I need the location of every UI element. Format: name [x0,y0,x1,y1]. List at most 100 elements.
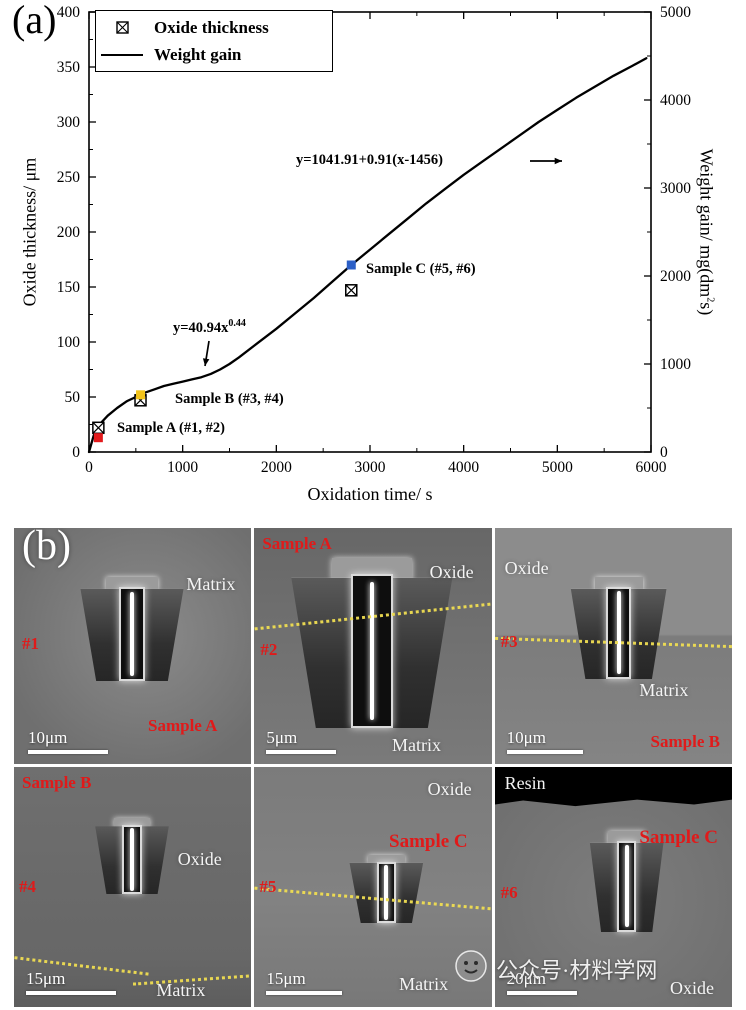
y-left-tick-label: 0 [72,444,80,461]
line-marker-icon [101,53,143,56]
fib-cross-section [92,817,172,894]
scale-bar-line [28,750,108,754]
scale-text: 20μm [506,969,546,988]
weight-gain-point [346,260,356,270]
sample-label: Sample C [639,827,718,848]
watermark: 公众号·材料学网 [455,950,657,988]
y-left-tick-label: 250 [57,169,81,186]
scale-text: 5μm [266,728,298,747]
annotation-sample-a: Sample A (#1, #2) [117,420,225,436]
fib-slot [122,824,142,894]
y-right-base: Weight gain/ mg(dm [696,148,717,298]
micrograph-tile-3: Oxide #3 Matrix Sample B 10μm [494,528,732,764]
fib-cross-section [76,577,188,681]
fib-slot [617,840,637,932]
annotation-sample-b: Sample B (#3, #4) [175,391,284,407]
matrix-label: Matrix [391,735,441,755]
fib-cross-section [346,855,426,923]
oxide-label: Oxide [504,558,549,578]
fib-slot [350,574,393,728]
fib-slot [118,586,146,681]
oxide-label: Oxide [669,978,714,998]
y-left-tick-label: 300 [57,114,81,131]
scale-bar-line [266,991,343,995]
y-right-tick-label: 1000 [660,356,691,373]
fib-cross-section [587,831,667,932]
scale-bar-line [26,991,116,995]
sample-label: Sample C [389,831,468,852]
x-tick-label: 4000 [448,459,479,476]
y-right-tick-label: 2000 [660,268,691,285]
legend-row-oxide-thickness: Oxide thickness [101,18,332,38]
weight-gain-point [93,433,103,443]
x-tick-label: 1000 [167,459,198,476]
legend-label-oxide-thickness: Oxide thickness [154,17,269,37]
weight-gain-curve [87,57,648,454]
oxide-label: Oxide [429,562,474,582]
panel-a-chart: 0 1000 2000 3000 4000 5000 6000 0 50 100 150 200 250… [12,0,717,504]
matrix-label: Matrix [156,980,206,1000]
sample-label: Sample A [262,534,332,553]
y-right-tick-label: 4000 [660,92,691,109]
plot-frame [88,11,652,453]
panel-a-label: (a) [12,0,57,42]
y-axis-label-right: Weight gain/ mg(dm2s) [696,149,717,316]
tile-id: #2 [260,640,278,659]
matrix-label: Matrix [186,574,236,594]
fib-cross-section [284,558,459,728]
weight-gain-point [136,390,146,400]
scale-bar: 10μm [506,728,583,754]
scale-bar: 15μm [26,970,116,995]
legend-label-weight-gain: Weight gain [154,44,242,64]
chart-legend: Oxide thickness Weight gain [95,10,333,72]
resin-label: Resin [504,773,546,793]
fib-cap [113,817,151,828]
scale-bar: 5μm [266,728,337,754]
micrograph-tile-5: Oxide Sample C #5 Matrix 15μm [254,767,492,1007]
tile-id: #5 [259,877,277,896]
watermark-text: 公众号·材料学网 [496,958,658,983]
tile-id: #1 [22,634,39,653]
tile-id: #3 [500,632,518,651]
fib-slot [606,586,632,679]
y-left-tick-label: 400 [57,4,81,21]
annotation-power-fit: y=40.94x0.44 [173,318,246,337]
y-left-tick-label: 100 [57,334,81,351]
y-left-tick-label: 50 [65,389,81,406]
fib-cross-section [567,577,671,679]
scale-bar-line [266,750,337,754]
resin-region [494,767,732,807]
annotation-sample-c: Sample C (#5, #6) [366,261,476,277]
tile-id: #6 [500,883,518,902]
x-tick-label: 2000 [261,459,292,476]
x-tick-label: 0 [85,459,93,476]
y-right-tail: s) [696,302,717,316]
y-right-tick-label: 5000 [660,4,691,21]
scale-text: 15μm [26,969,66,988]
annotation-linear-fit: y=1041.91+0.91(x-1456) [296,152,444,168]
crossed-square-marker-icon [101,20,143,35]
x-tick-label: 6000 [636,459,667,476]
y-left-tick-label: 350 [57,59,81,76]
scale-bar: 15μm [266,969,343,995]
y-axis-label-left: Oxide thickness/ μm [19,157,40,307]
sample-label: Sample B [22,773,92,792]
scale-text: 15μm [266,969,306,988]
matrix-label: Matrix [639,680,689,700]
fib-cap [367,855,405,865]
scale-bar-line [506,991,577,995]
panel-b-label: (b) [22,528,71,569]
power-fit-base: y=40.94x [173,319,229,336]
y-left-tick-label: 150 [57,279,81,296]
matrix-label: Matrix [399,974,449,994]
x-axis-label: Oxidation time/ s [307,484,433,504]
scale-text: 10μm [506,728,546,747]
sample-label: Sample A [148,716,218,735]
legend-row-weight-gain: Weight gain [101,45,332,65]
scale-bar: 20μm [506,969,577,995]
micrograph-tile-2: Sample A Oxide #2 Matrix 5μm [254,528,492,764]
scale-bar: 10μm [28,729,108,754]
sample-label: Sample B [650,732,720,751]
scale-bar-line [506,750,583,754]
